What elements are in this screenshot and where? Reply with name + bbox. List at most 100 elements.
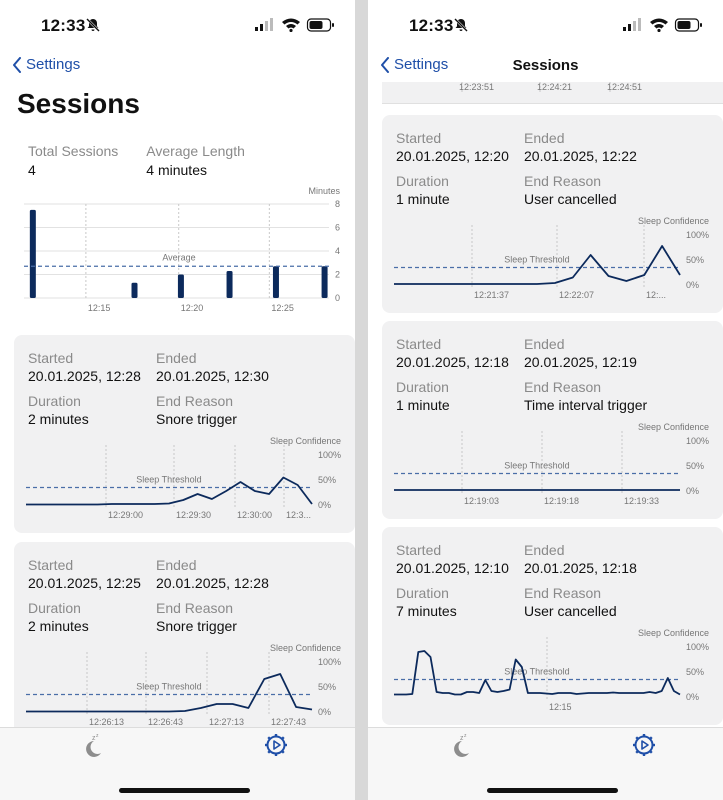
- x-tick-label: 12:20: [181, 303, 204, 313]
- session-card[interactable]: Started 20.01.2025, 12:20 Ended 20.01.2025,…: [382, 115, 723, 313]
- session-card[interactable]: Started 20.01.2025, 12:28 Ended 20.01.2025,…: [14, 335, 355, 533]
- y-tick-label: 8: [335, 199, 340, 209]
- sleep-confidence-chart: Sleep Confidence 100% 50% 0% 12:26:13 12:26:4…: [26, 643, 341, 727]
- end-reason-value: User cancelled: [524, 603, 617, 619]
- svg-text:z: z: [96, 733, 99, 739]
- sleep-confidence-chart: Sleep Confidence 100% 50% 0% 12:21:37 12:22:0…: [394, 216, 709, 300]
- threshold-label: Sleep Threshold: [136, 682, 201, 692]
- back-label: Settings: [394, 56, 449, 73]
- ended-label: Ended: [156, 350, 197, 366]
- y-tick-label: 0%: [686, 486, 699, 496]
- x-tick-label: 12:29:30: [176, 510, 211, 520]
- started-label: Started: [28, 557, 74, 573]
- gear-play-icon[interactable]: [632, 733, 656, 757]
- x-tick-label: 12:27:43: [271, 717, 306, 727]
- started-label: Started: [396, 336, 442, 352]
- bar: [272, 266, 279, 298]
- started-value: 20.01.2025, 12:28: [28, 368, 141, 384]
- y-tick-label: 100%: [686, 436, 709, 446]
- confidence-line: [394, 245, 681, 285]
- threshold-label: Sleep Threshold: [504, 255, 569, 265]
- y-tick-label: 0%: [318, 500, 331, 510]
- bell-slash-icon: [454, 18, 468, 32]
- wifi-icon: [650, 18, 668, 32]
- battery-icon: [306, 18, 334, 32]
- x-tick-label: 12:25: [271, 303, 294, 313]
- ended-label: Ended: [524, 130, 565, 146]
- ended-label: Ended: [524, 542, 565, 558]
- y-tick-label: 50%: [318, 682, 336, 692]
- chart-title: Sleep Confidence: [270, 436, 341, 446]
- threshold-label: Sleep Threshold: [504, 461, 569, 471]
- average-length-value: 4 minutes: [146, 162, 207, 178]
- session-card[interactable]: Started 20.01.2025, 12:25 Ended 20.01.2025,…: [14, 542, 355, 742]
- x-tick-label: 12:19:33: [624, 496, 659, 506]
- session-card[interactable]: Started 20.01.2025, 12:18 Ended 20.01.2025,…: [382, 321, 723, 519]
- y-tick-label: 100%: [686, 642, 709, 652]
- y-tick-label: 4: [335, 246, 340, 256]
- x-tick-label: 12:29:00: [108, 510, 143, 520]
- x-tick-label: 12:19:03: [464, 496, 499, 506]
- nav-bar: Settings: [0, 52, 355, 82]
- x-tick-label: 12:3...: [286, 510, 311, 520]
- home-indicator: [487, 788, 618, 793]
- duration-value: 7 minutes: [396, 603, 457, 619]
- x-tick-label: 12:24:21: [537, 82, 572, 92]
- y-tick-label: 50%: [686, 255, 704, 265]
- duration-value: 2 minutes: [28, 411, 89, 427]
- duration-label: Duration: [396, 173, 449, 189]
- y-tick-label: 0: [335, 293, 340, 303]
- x-tick-label: 12:30:00: [237, 510, 272, 520]
- end-reason-label: End Reason: [524, 585, 602, 601]
- battery-icon: [674, 18, 702, 32]
- y-tick-label: 6: [335, 223, 340, 233]
- chart-title: Sleep Confidence: [638, 628, 709, 638]
- session-card[interactable]: Started 20.01.2025, 12:10 Ended 20.01.2025,…: [382, 527, 723, 725]
- status-icons: [255, 18, 334, 32]
- end-reason-value: Snore trigger: [156, 411, 237, 427]
- end-reason-label: End Reason: [524, 173, 602, 189]
- total-sessions-value: 4: [28, 162, 36, 178]
- started-value: 20.01.2025, 12:18: [396, 354, 509, 370]
- end-reason-label: End Reason: [156, 600, 234, 616]
- y-tick-label: 0%: [686, 692, 699, 702]
- x-tick-label: 12:23:51: [459, 82, 494, 92]
- scrolled-card-remnant: 12:23:51 12:24:21 12:24:51: [382, 82, 723, 104]
- status-bar: 12:33: [368, 0, 723, 50]
- ended-value: 20.01.2025, 12:28: [156, 575, 269, 591]
- y-tick-label: 100%: [318, 450, 341, 460]
- back-button[interactable]: Settings: [380, 56, 448, 73]
- ended-label: Ended: [156, 557, 197, 573]
- bar: [177, 274, 184, 298]
- back-label: Settings: [26, 56, 81, 73]
- confidence-line: [26, 673, 313, 713]
- bell-slash-icon: [86, 18, 100, 32]
- x-tick-label: 12:24:51: [607, 82, 642, 92]
- average-length: Average Length 4 minutes: [146, 143, 245, 178]
- y-tick-label: 100%: [318, 657, 341, 667]
- x-tick-label: 12:15: [549, 702, 572, 712]
- end-reason-label: End Reason: [524, 379, 602, 395]
- sleep-confidence-chart: Sleep Confidence 100% 50% 0% 12:19:03 12:19:1…: [394, 422, 709, 506]
- back-button[interactable]: Settings: [12, 56, 80, 73]
- end-reason-value: Snore trigger: [156, 618, 237, 634]
- chart-title: Sleep Confidence: [270, 643, 341, 653]
- y-tick-label: 0%: [686, 280, 699, 290]
- threshold-label: Sleep Threshold: [504, 667, 569, 677]
- ended-value: 20.01.2025, 12:18: [524, 560, 637, 576]
- gear-play-icon[interactable]: [264, 733, 288, 757]
- total-sessions-label: Total Sessions: [28, 143, 119, 159]
- duration-label: Duration: [396, 585, 449, 601]
- y-tick-label: 50%: [686, 461, 704, 471]
- ended-value: 20.01.2025, 12:19: [524, 354, 637, 370]
- y-axis-title: Minutes: [308, 186, 340, 196]
- end-reason-value: User cancelled: [524, 191, 617, 207]
- status-bar: 12:33: [0, 0, 355, 50]
- confidence-line: [394, 650, 681, 696]
- status-time: 12:33: [41, 16, 86, 35]
- y-tick-label: 50%: [686, 667, 704, 677]
- bar: [131, 282, 138, 298]
